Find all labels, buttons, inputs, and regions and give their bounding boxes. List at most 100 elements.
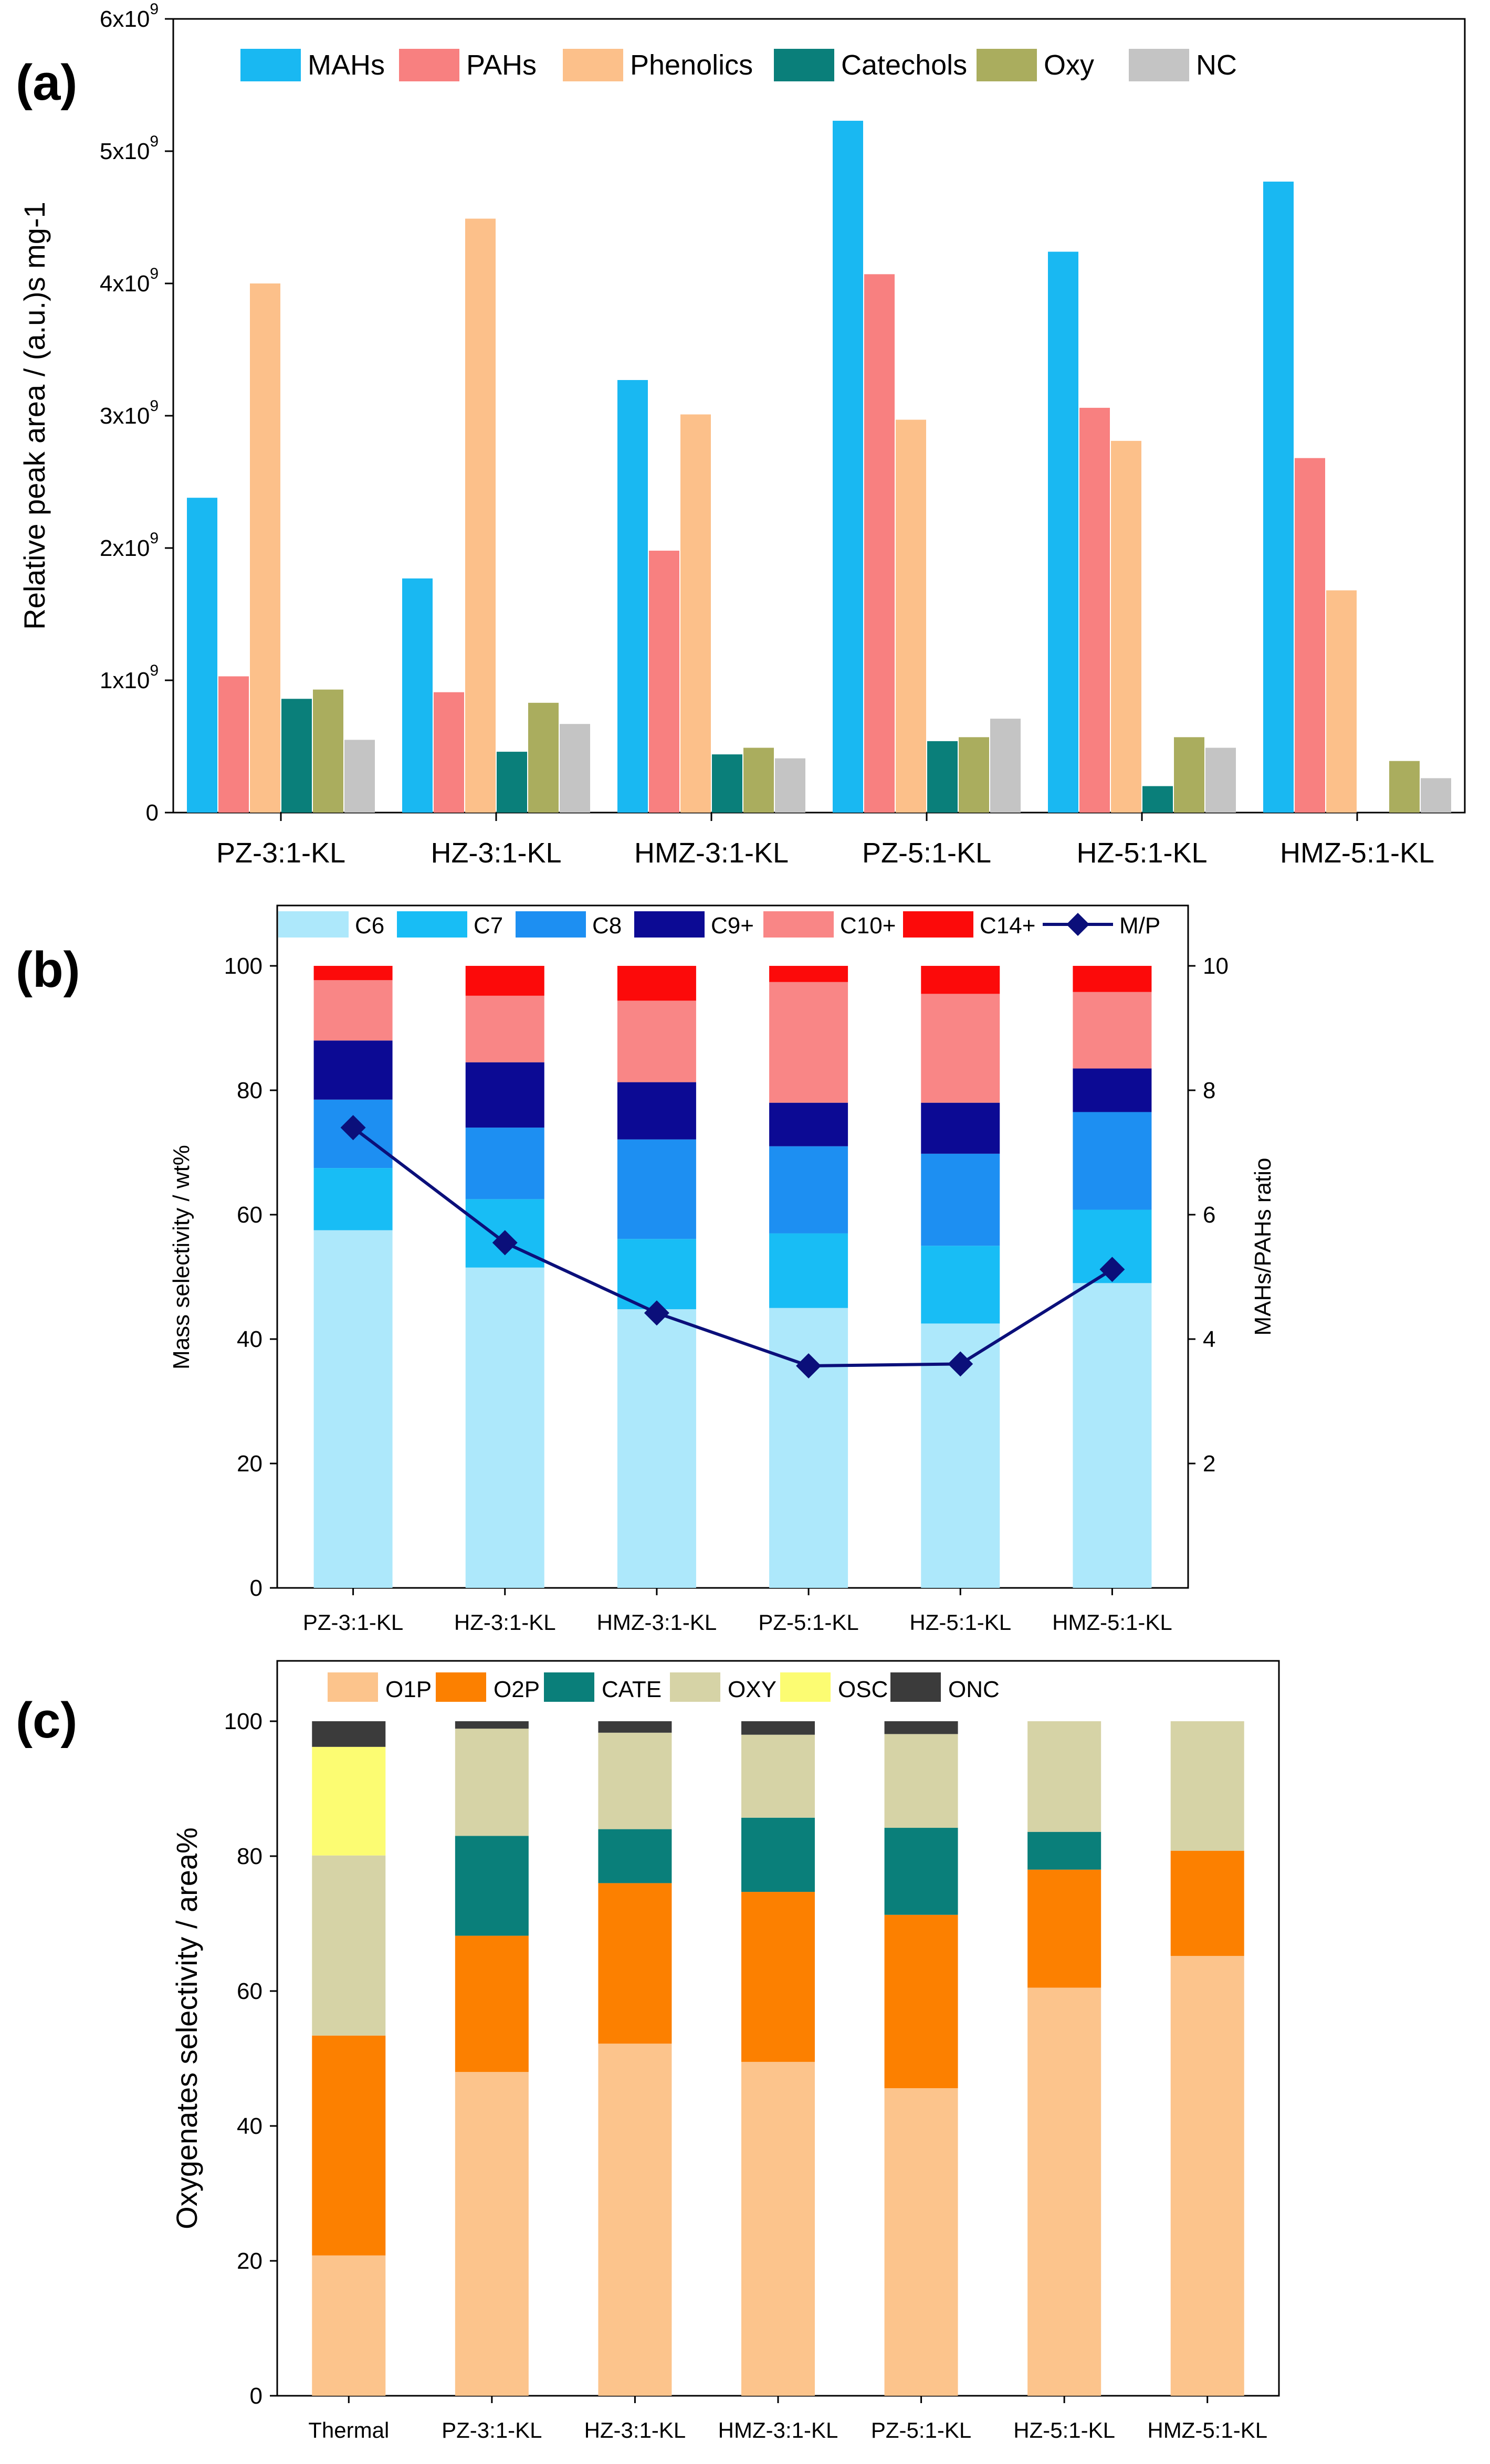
- bar-c6-pz-3-1-kl: [313, 1230, 393, 1588]
- bar-c8-hmz-3-1-kl: [617, 1139, 696, 1239]
- x-tick-thermal: Thermal: [308, 2418, 389, 2442]
- mp-line-path: [352, 1126, 1114, 1367]
- x-tick-hz-3-1-kl: HZ-3:1-KL: [454, 1610, 556, 1635]
- panel-a-legend: MAHs PAHs Phenolics Catechols Oxy NC: [240, 49, 1237, 81]
- bar-c6-hz-3-1-kl: [465, 1267, 544, 1588]
- bar-cate-hz-3-1-kl: [598, 1829, 672, 1883]
- panel-c-y-axis-label: Oxygenates selectivity / area%: [170, 1827, 203, 2229]
- panel-a-x-ticks: PZ-3:1-KL HZ-3:1-KL HMZ-3:1-KL PZ-5:1-KL HZ-…: [216, 813, 1434, 869]
- bar-pahs-hz-5-1-kl: [1079, 407, 1110, 813]
- bar-nc-hz-5-1-kl: [1205, 747, 1236, 813]
- legend-swatch-c14: [903, 911, 973, 938]
- bar-o1p-hmz-3-1-kl: [741, 2061, 815, 2396]
- legend-label-c10: C10+: [840, 913, 896, 939]
- y-tick-exponent: 9: [150, 397, 159, 415]
- bar-o2p-pz-3-1-kl: [455, 1935, 529, 2072]
- bar-c9-hmz-3-1-kl: [617, 1082, 696, 1140]
- bar-c7-hmz-3-1-kl: [617, 1239, 696, 1310]
- legend-swatch-pahs: [399, 49, 459, 81]
- y-tick-exponent: 9: [150, 530, 159, 547]
- bar-mahs-hz-3-1-kl: [402, 578, 433, 813]
- legend-label-c14: C14+: [980, 913, 1035, 939]
- legend-label-onc: ONC: [948, 1677, 1000, 1702]
- legend-label-c6: C6: [355, 913, 384, 939]
- y-tick-label: 40: [237, 1326, 263, 1352]
- y-tick-base: 0: [146, 800, 159, 826]
- panel-b-y2-ticks: 2 4 6 8 10: [1188, 953, 1229, 1477]
- panel-b-y-ticks: 0 20 40 60 80 100: [224, 953, 277, 1601]
- bar-phenolics-pz-3-1-kl: [250, 283, 280, 813]
- bar-phenolics-hmz-3-1-kl: [680, 414, 711, 813]
- bar-nc-hmz-3-1-kl: [775, 758, 805, 813]
- y2-tick-label: 6: [1203, 1202, 1215, 1228]
- legend-swatch-onc: [890, 1672, 941, 1702]
- bar-c14-hz-5-1-kl: [921, 966, 1000, 994]
- bar-c8-hmz-5-1-kl: [1073, 1112, 1152, 1210]
- bar-cate-pz-3-1-kl: [455, 1836, 529, 1936]
- y-tick-label: 20: [237, 1451, 263, 1477]
- bar-mahs-hmz-3-1-kl: [617, 380, 648, 813]
- bar-o1p-hz-3-1-kl: [598, 2044, 672, 2396]
- y-tick-exponent: 9: [150, 265, 159, 282]
- y-tick-label: 0: [250, 2383, 263, 2409]
- bar-c9-hz-5-1-kl: [921, 1102, 1000, 1154]
- bar-oxy-pz-5-1-kl: [884, 1734, 958, 1828]
- panel-b-y2-axis-label: MAHs/PAHs ratio: [1250, 1157, 1276, 1335]
- legend-swatch-cate: [544, 1672, 594, 1702]
- bar-phenolics-pz-5-1-kl: [896, 419, 926, 813]
- x-tick-pz-3-1-kl: PZ-3:1-KL: [442, 2418, 542, 2442]
- bar-o2p-hmz-5-1-kl: [1170, 1850, 1244, 1956]
- y2-tick-label: 8: [1203, 1078, 1215, 1103]
- y-tick-base: 3x10: [100, 403, 150, 429]
- bar-c7-pz-3-1-kl: [313, 1168, 393, 1230]
- bar-oxy-thermal: [312, 1855, 386, 2036]
- y-tick-label: 40: [237, 2113, 263, 2139]
- bar-o1p-pz-3-1-kl: [455, 2072, 529, 2396]
- bar-mahs-hmz-5-1-kl: [1263, 181, 1294, 813]
- x-tick-hz-3-1-kl: HZ-3:1-KL: [584, 2418, 686, 2442]
- y-tick-label: 80: [237, 1844, 263, 1869]
- bar-catechols-pz-5-1-kl: [927, 741, 958, 813]
- legend-label-nc: NC: [1196, 49, 1237, 81]
- bar-c14-hmz-3-1-kl: [617, 966, 696, 1001]
- y-tick-label: 80: [237, 1078, 263, 1103]
- legend-swatch-c6: [278, 911, 349, 938]
- legend-label-oxy: OXY: [728, 1677, 777, 1702]
- y-tick-label: 1x109: [100, 662, 159, 693]
- y-tick-label: 20: [237, 2248, 263, 2274]
- bar-c9-hmz-5-1-kl: [1073, 1068, 1152, 1112]
- bar-catechols-hz-3-1-kl: [497, 752, 527, 813]
- bar-catechols-pz-3-1-kl: [281, 699, 312, 813]
- bar-onc-hmz-3-1-kl: [741, 1721, 815, 1735]
- bar-c9-pz-3-1-kl: [313, 1040, 393, 1100]
- bar-nc-hz-3-1-kl: [560, 724, 590, 813]
- x-tick-hmz-3-1-kl: HMZ-3:1-KL: [718, 2418, 838, 2442]
- bar-mahs-pz-5-1-kl: [833, 121, 863, 813]
- y2-tick-label: 10: [1203, 953, 1229, 979]
- y-tick-label: 100: [224, 1709, 263, 1734]
- x-tick-pz-5-1-kl: PZ-5:1-KL: [871, 2418, 971, 2442]
- bar-onc-pz-5-1-kl: [884, 1721, 958, 1734]
- legend-label-osc: OSC: [838, 1677, 888, 1702]
- legend-label-c9: C9+: [711, 913, 754, 939]
- x-tick-hz-5-1-kl: HZ-5:1-KL: [1076, 837, 1207, 869]
- panel-a-y-axis-label: Relative peak area / (a.u.)s mg-1: [18, 202, 51, 629]
- bar-o1p-hmz-5-1-kl: [1170, 1956, 1244, 2396]
- bar-o2p-hmz-3-1-kl: [741, 1892, 815, 2062]
- panel-c-x-ticks: Thermal PZ-3:1-KL HZ-3:1-KL HMZ-3:1-KL PZ-5:…: [308, 2396, 1267, 2442]
- bar-c10-hz-3-1-kl: [465, 995, 544, 1062]
- bar-c9-pz-5-1-kl: [769, 1102, 848, 1146]
- bar-onc-hz-3-1-kl: [598, 1721, 672, 1733]
- bar-oxy-hz-5-1-kl: [1174, 737, 1204, 813]
- panel-a-label: (a): [16, 55, 77, 111]
- x-tick-hz-5-1-kl: HZ-5:1-KL: [1013, 2418, 1115, 2442]
- bar-onc-thermal: [312, 1721, 386, 1747]
- legend-swatch-nc: [1129, 49, 1189, 81]
- bar-o2p-hz-3-1-kl: [598, 1883, 672, 2044]
- y2-tick-label: 4: [1203, 1326, 1215, 1352]
- bar-c10-hmz-5-1-kl: [1073, 992, 1152, 1069]
- panel-a-bars: [187, 121, 1451, 813]
- bar-c6-hmz-3-1-kl: [617, 1309, 696, 1588]
- x-tick-pz-5-1-kl: PZ-5:1-KL: [758, 1610, 858, 1635]
